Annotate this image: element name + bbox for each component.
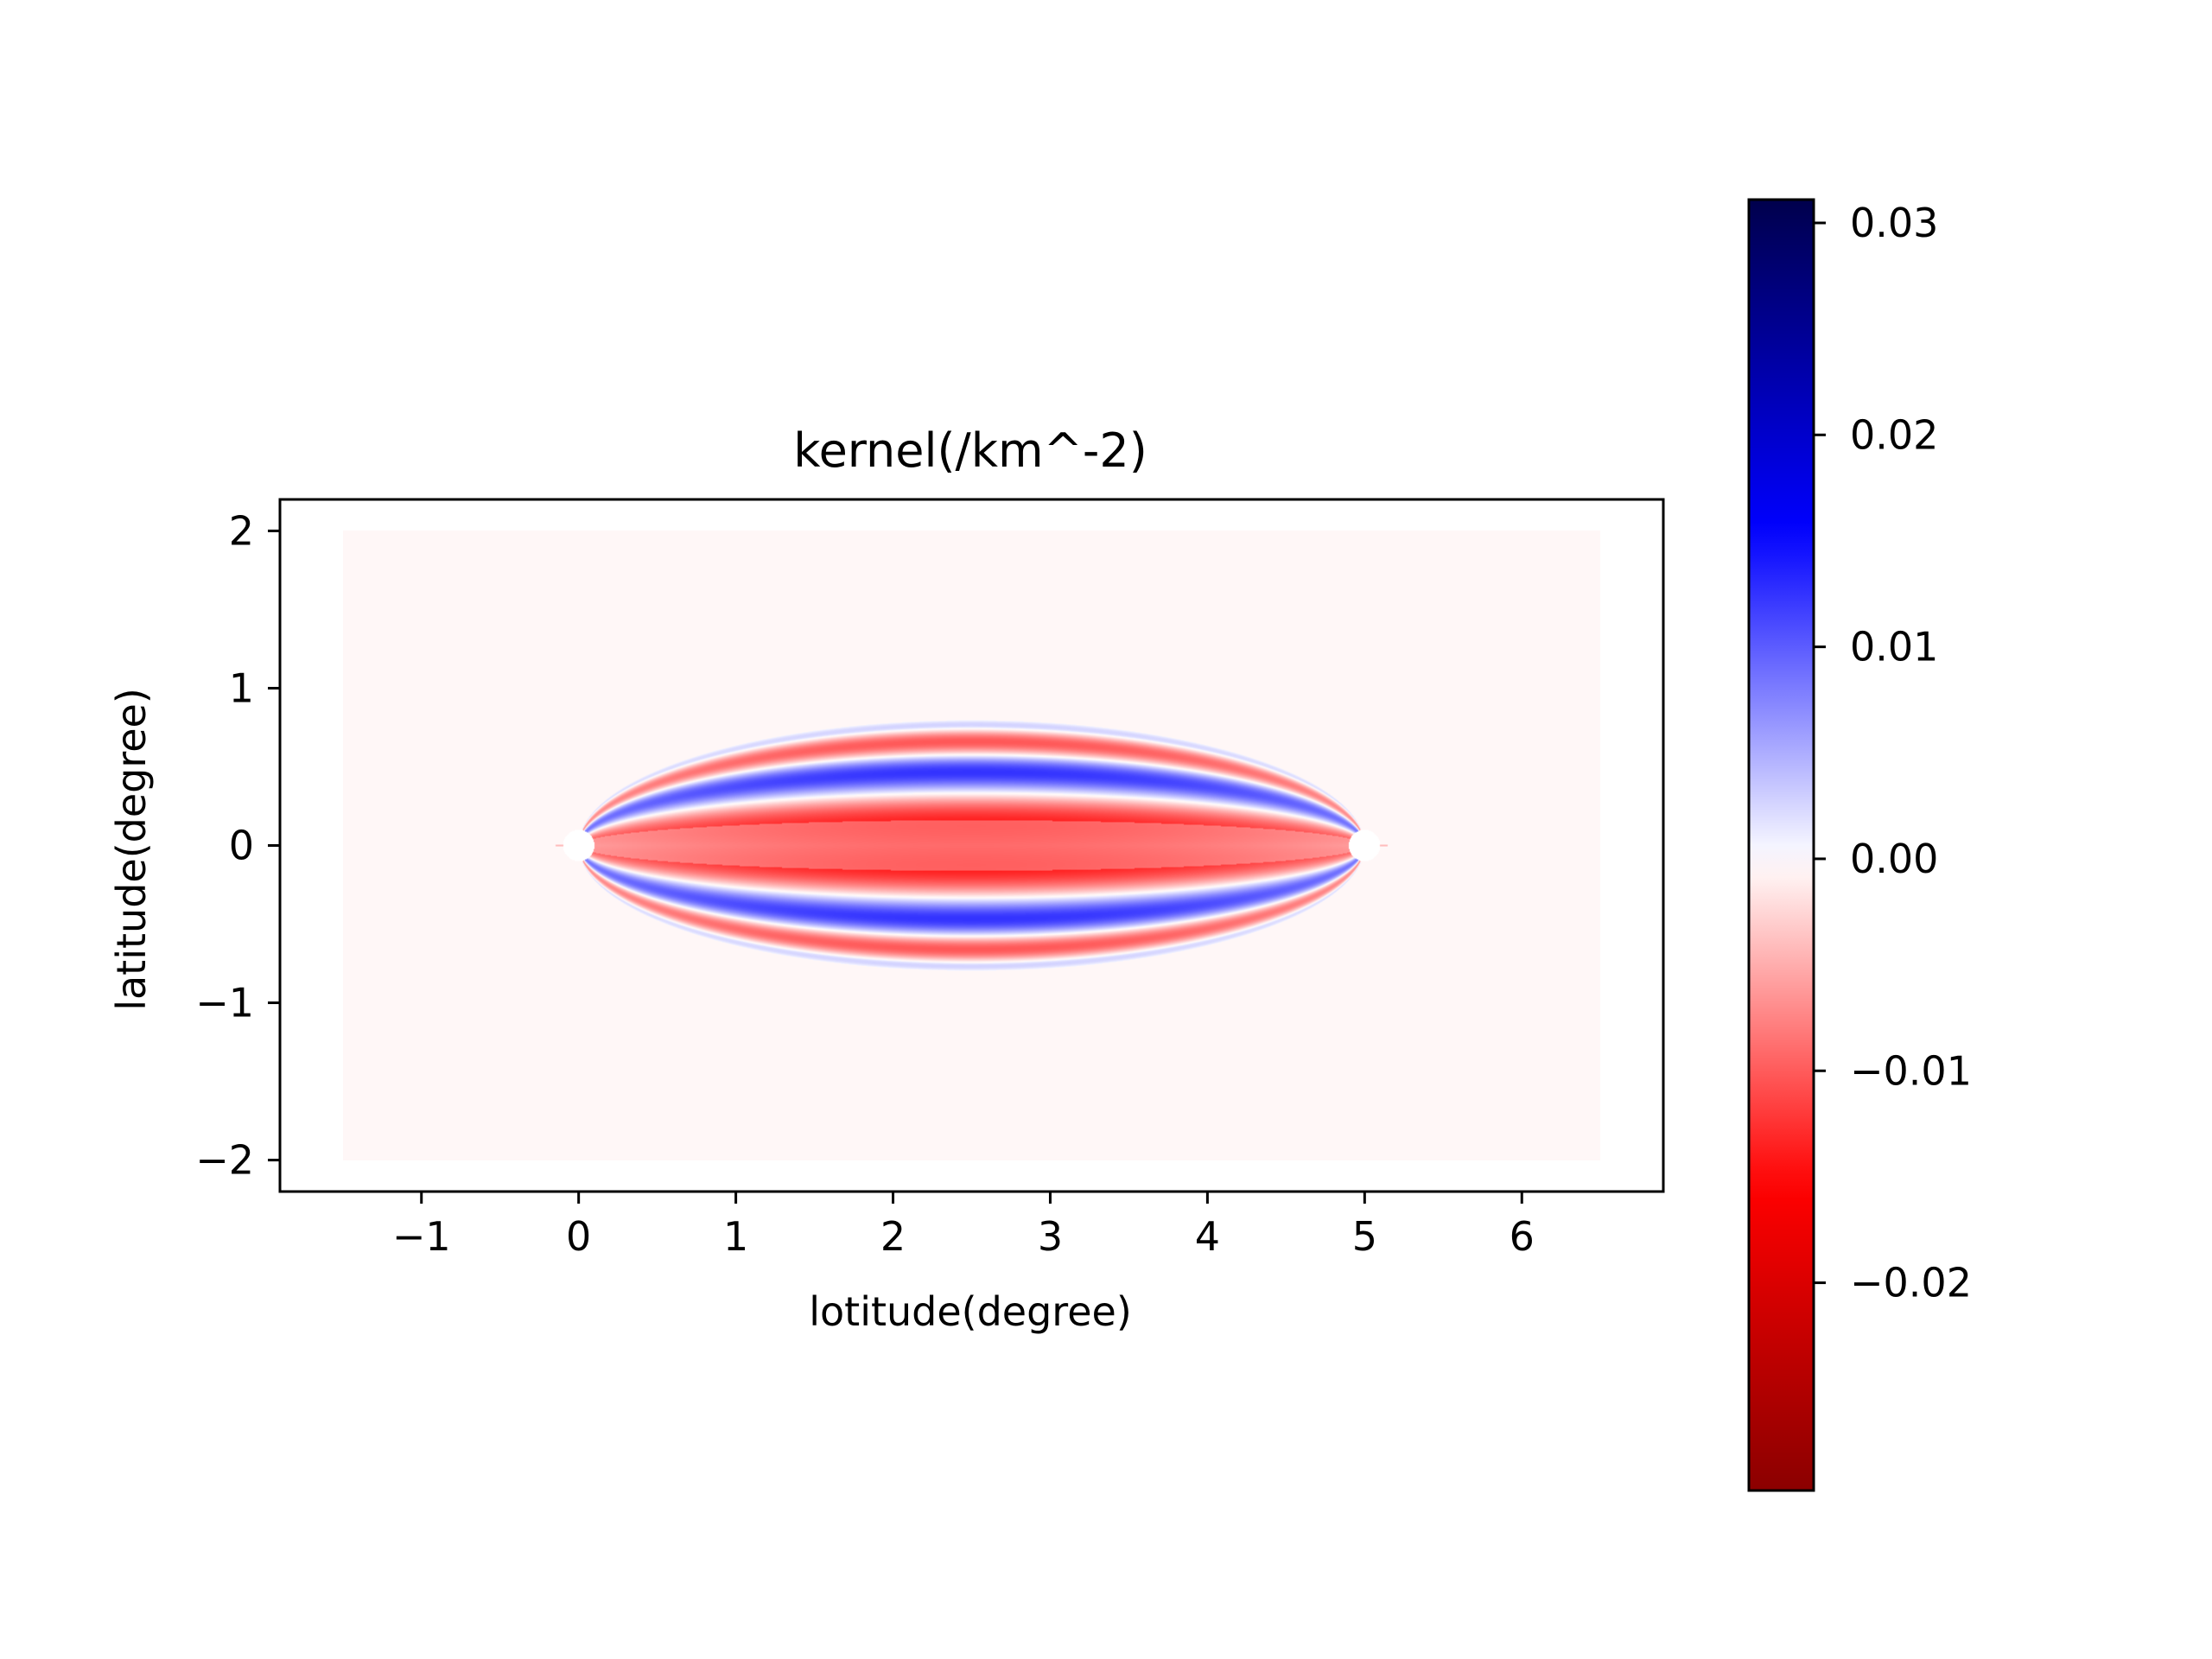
plot-area: −1 0 1 2 3 4 5 6 −2 −1 0 1 2 — [195, 498, 1665, 1260]
colorbar-tick-label: 0.01 — [1850, 624, 1938, 671]
y-tick-label: 0 — [229, 823, 254, 869]
colorbar-tick-label: 0.02 — [1850, 411, 1938, 458]
x-axis-label: lotitude(degree) — [809, 1288, 1132, 1335]
x-tick-label: 4 — [1195, 1213, 1220, 1260]
x-tick-label: 0 — [566, 1213, 591, 1260]
heatmap-canvas — [342, 531, 1601, 1160]
x-tick-label: 1 — [723, 1213, 748, 1260]
x-tick-label: 2 — [880, 1213, 906, 1260]
chart-title: kernel(/km^-2) — [793, 423, 1147, 478]
y-axis-label: latitude(degree) — [108, 688, 155, 1011]
heatmap-image-wrapper — [342, 531, 1601, 1160]
x-tick-label: −1 — [392, 1213, 451, 1260]
y-tick-label: 2 — [229, 507, 254, 554]
colorbar-tick-label: −0.02 — [1850, 1260, 1972, 1306]
x-axis-ticks: −1 0 1 2 3 4 5 6 — [392, 1192, 1535, 1260]
colorbar-tick-label: 0.03 — [1850, 200, 1938, 246]
x-tick-label: 6 — [1510, 1213, 1535, 1260]
colorbar-gradient — [1749, 200, 1814, 1491]
colorbar-ticks: 0.03 0.02 0.01 0.00 −0.01 −0.02 — [1814, 200, 1972, 1306]
y-tick-label: 1 — [229, 664, 254, 711]
x-tick-label: 3 — [1038, 1213, 1063, 1260]
x-tick-label: 5 — [1352, 1213, 1377, 1260]
colorbar: 0.03 0.02 0.01 0.00 −0.01 −0.02 — [1747, 198, 1972, 1492]
y-axis-ticks: −2 −1 0 1 2 — [195, 507, 280, 1184]
y-tick-label: −1 — [195, 980, 254, 1027]
colorbar-frame — [1747, 198, 1815, 1492]
colorbar-tick-label: −0.01 — [1850, 1047, 1972, 1094]
y-tick-label: −2 — [195, 1137, 254, 1184]
colorbar-tick-label: 0.00 — [1850, 836, 1938, 882]
